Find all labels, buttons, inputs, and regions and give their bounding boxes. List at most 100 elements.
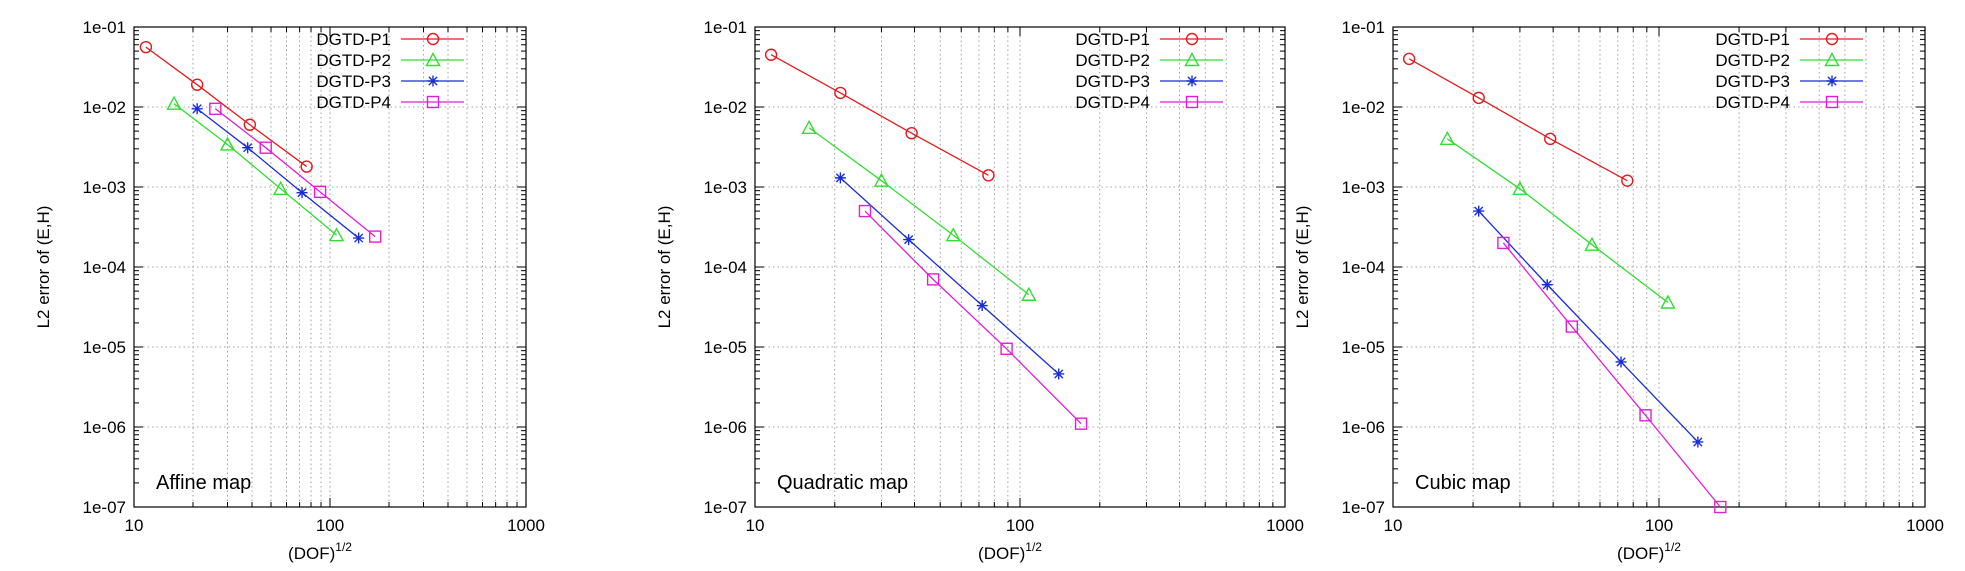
- data-point: [1021, 286, 1037, 301]
- y-tick-label: 1e-07: [704, 498, 747, 517]
- series-dgtd-p1: [139, 40, 313, 173]
- legend-marker: [1185, 32, 1199, 46]
- legend-marker: [1824, 52, 1840, 67]
- data-point: [982, 169, 995, 182]
- x-axis-label: (DOF)1/2: [288, 540, 352, 563]
- x-tick-label: 10: [1384, 516, 1403, 535]
- data-point: [1584, 236, 1600, 251]
- y-axis-label: L2 error of (E,H): [1293, 206, 1312, 329]
- x-tick-label: 1000: [507, 516, 545, 535]
- legend-label: DGTD-P2: [316, 51, 391, 70]
- legend-label: DGTD-P3: [1715, 72, 1790, 91]
- data-point: [764, 48, 778, 61]
- data-point: [190, 78, 204, 91]
- legend-label: DGTD-P3: [1075, 72, 1150, 91]
- series-line: [1446, 138, 1669, 304]
- data-point: [834, 172, 846, 184]
- grid: [1393, 27, 1925, 507]
- data-point: [209, 102, 222, 115]
- series-dgtd-p4: [209, 102, 382, 243]
- legend-label: DGTD-P1: [1075, 30, 1150, 49]
- series-line: [196, 108, 360, 239]
- series-line: [839, 177, 1060, 375]
- map-annotation: Quadratic map: [777, 472, 908, 494]
- y-tick-label: 1e-03: [704, 178, 747, 197]
- series-line: [1502, 242, 1721, 508]
- series-line: [808, 127, 1030, 296]
- data-point: [1472, 91, 1485, 105]
- data-point: [1074, 417, 1088, 430]
- map-annotation: Affine map: [156, 472, 251, 494]
- data-point: [945, 227, 961, 242]
- legend-label: DGTD-P1: [1715, 30, 1790, 49]
- data-point: [1565, 320, 1578, 333]
- chart-panel-3: 10 100 10001e-071e-061e-051e-041e-031e-021…: [1293, 18, 1944, 563]
- x-axis-label: (DOF)1/2: [978, 540, 1042, 563]
- legend-marker: [1825, 32, 1839, 46]
- legend-label: DGTD-P1: [316, 30, 391, 49]
- data-point: [1544, 132, 1557, 146]
- data-point: [1473, 205, 1485, 217]
- y-tick-label: 1e-03: [83, 178, 126, 197]
- series-dgtd-p4: [858, 204, 1088, 430]
- legend: DGTD-P1 DGTD-P2 DGTD-P3 DGTD-P4: [316, 30, 464, 112]
- data-point: [368, 230, 382, 243]
- data-point: [873, 172, 890, 187]
- y-axis: 1e-07 1e-06 1e-05 1e-04 1e-03 1e-02 1e-01: [83, 18, 526, 517]
- data-point: [1714, 500, 1727, 514]
- x-tick-label: 100: [1645, 516, 1673, 535]
- x-axis-label-superscript: 1/2: [335, 540, 352, 554]
- x-axis-label-superscript: 1/2: [1664, 540, 1681, 554]
- grid: [755, 27, 1285, 507]
- data-point: [296, 187, 308, 199]
- data-point: [242, 142, 254, 154]
- data-point: [801, 119, 817, 134]
- data-point: [1053, 368, 1065, 380]
- series-dgtd-p1: [1402, 52, 1634, 187]
- legend-label: DGTD-P3: [316, 72, 391, 91]
- data-point: [903, 234, 915, 246]
- legend-marker: [426, 95, 440, 109]
- x-tick-label: 1000: [1266, 516, 1304, 535]
- data-point: [1639, 409, 1652, 422]
- x-tick-label: 100: [1006, 516, 1034, 535]
- legend: DGTD-P1 DGTD-P2 DGTD-P3 DGTD-P4: [1075, 30, 1223, 112]
- data-point: [272, 180, 289, 195]
- y-tick-label: 1e-01: [1342, 18, 1385, 37]
- series-line: [770, 54, 989, 176]
- y-tick-label: 1e-04: [704, 258, 747, 277]
- data-point: [1660, 294, 1676, 309]
- data-point: [300, 160, 313, 173]
- data-point: [353, 232, 365, 244]
- series-line: [173, 103, 337, 236]
- data-point: [1541, 279, 1553, 291]
- y-tick-label: 1e-07: [83, 498, 126, 517]
- data-point: [259, 141, 272, 154]
- series-dgtd-p2: [1439, 130, 1676, 309]
- y-tick-label: 1e-06: [1342, 418, 1385, 437]
- data-point: [1512, 180, 1528, 195]
- legend-label: DGTD-P2: [1715, 51, 1790, 70]
- chart-panel-1: 10 100 10001e-071e-061e-051e-041e-031e-021…: [34, 18, 545, 563]
- y-tick-label: 1e-06: [83, 418, 126, 437]
- series-line: [1478, 210, 1699, 443]
- data-point: [976, 300, 988, 312]
- legend-marker: [425, 52, 441, 67]
- y-tick-label: 1e-07: [1342, 498, 1385, 517]
- x-tick-label: 1000: [1906, 516, 1944, 535]
- y-tick-label: 1e-04: [1342, 258, 1385, 277]
- series-dgtd-p2: [801, 119, 1037, 301]
- series-dgtd-p3: [191, 103, 365, 244]
- y-tick-label: 1e-05: [1342, 338, 1385, 357]
- legend: DGTD-P1 DGTD-P2 DGTD-P3 DGTD-P4: [1715, 30, 1863, 112]
- x-axis-label-superscript: 1/2: [1025, 540, 1042, 554]
- legend-marker: [1186, 75, 1198, 87]
- data-point: [926, 273, 940, 286]
- legend-label: DGTD-P4: [1075, 93, 1150, 112]
- y-tick-label: 1e-02: [83, 98, 126, 117]
- data-point: [858, 204, 872, 218]
- data-point: [191, 103, 203, 115]
- data-point: [834, 86, 847, 100]
- y-tick-label: 1e-01: [704, 18, 747, 37]
